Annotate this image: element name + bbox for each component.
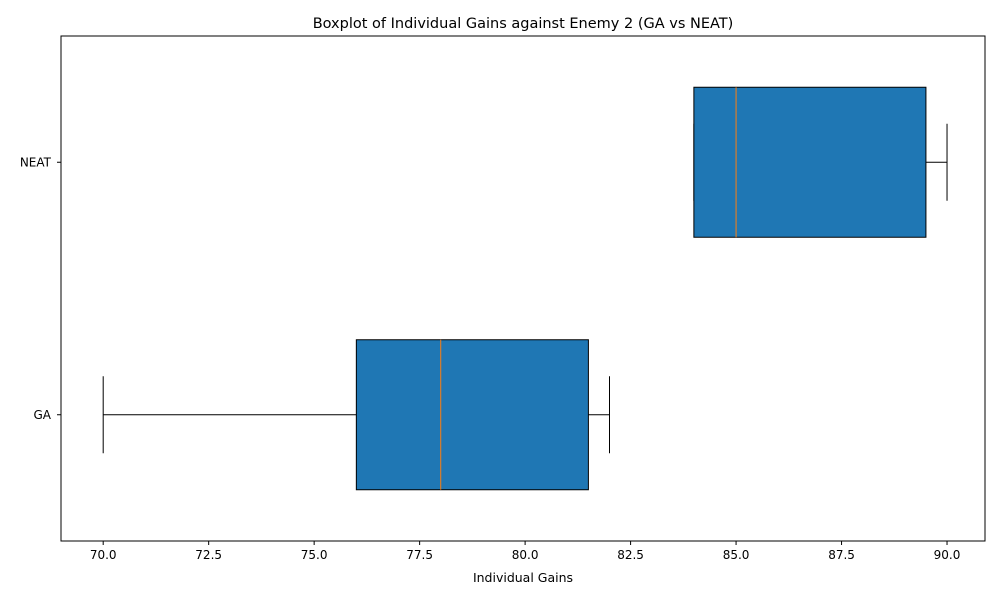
x-tick-label: 85.0 <box>723 548 750 562</box>
chart-title: Boxplot of Individual Gains against Enem… <box>313 16 734 32</box>
x-tick-label: 87.5 <box>828 548 855 562</box>
box-ga <box>102 339 610 491</box>
x-tick-label: 82.5 <box>617 548 644 562</box>
box-neat <box>693 86 948 238</box>
x-axis-label: Individual Gains <box>473 570 573 585</box>
plot-area <box>102 86 948 491</box>
y-tick-label: GA <box>33 408 51 422</box>
x-axis: 70.0 72.5 75.0 77.5 80.0 82.5 85.0 87.5 90.0 <box>90 541 961 562</box>
box-iqr <box>693 86 927 238</box>
x-tick-label: 72.5 <box>195 548 222 562</box>
x-tick-label: 70.0 <box>90 548 117 562</box>
x-tick-label: 90.0 <box>934 548 961 562</box>
plot-frame <box>60 35 986 542</box>
x-tick-label: 77.5 <box>406 548 433 562</box>
x-tick-label: 80.0 <box>512 548 539 562</box>
box-iqr <box>355 339 589 491</box>
y-tick-label: NEAT <box>20 155 52 169</box>
y-axis: GA NEAT <box>20 155 61 422</box>
x-tick-label: 75.0 <box>301 548 328 562</box>
